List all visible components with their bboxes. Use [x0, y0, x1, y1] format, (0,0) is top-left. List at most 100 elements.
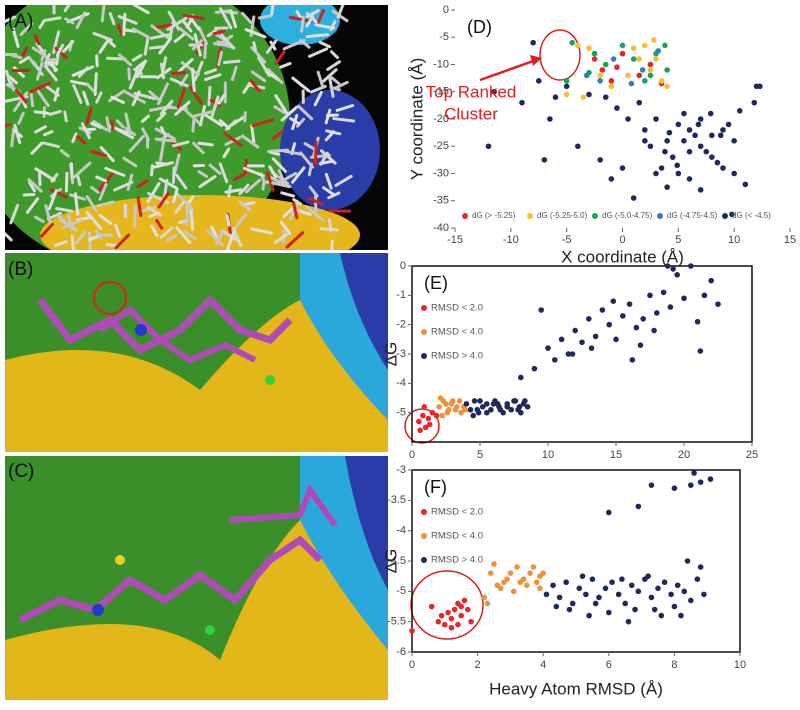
legend-label: dG (-5.25-5.0)	[537, 211, 588, 220]
data-point	[636, 100, 642, 106]
data-point	[625, 73, 631, 79]
data-point	[462, 598, 468, 604]
ligand-stick	[307, 35, 327, 37]
ligand-stick	[254, 43, 256, 51]
data-point	[449, 616, 455, 622]
ligand-stick	[192, 69, 194, 91]
data-point	[708, 476, 714, 482]
data-point	[636, 504, 642, 510]
data-point	[620, 51, 626, 57]
data-point	[648, 73, 654, 79]
ligand-stick	[150, 47, 162, 48]
data-point	[518, 375, 524, 381]
data-point	[590, 576, 596, 582]
data-point	[420, 413, 426, 419]
data-point	[550, 582, 556, 588]
data-point	[583, 592, 589, 598]
ligand-stick	[272, 0, 274, 14]
ligand-stick	[245, 160, 246, 173]
legend-label: RMSD > 4.0	[431, 351, 483, 362]
data-point	[559, 337, 565, 343]
ligand-stick	[205, 42, 206, 58]
ligand-stick	[152, 166, 153, 175]
ligand-stick	[107, 245, 115, 246]
data-point	[662, 43, 668, 49]
data-point	[642, 78, 648, 84]
x-tick-label: -15	[447, 234, 463, 246]
data-point	[688, 482, 694, 488]
data-point	[731, 171, 737, 177]
legend-swatch	[421, 305, 427, 311]
data-point	[552, 357, 558, 363]
ligand-stick	[209, 87, 210, 104]
annotation: Top Ranked	[426, 82, 517, 101]
data-point	[563, 579, 569, 585]
data-point	[708, 111, 714, 117]
data-point	[606, 610, 612, 616]
data-point	[681, 138, 687, 144]
data-point	[536, 78, 542, 84]
y-tick-label: -6	[396, 646, 406, 658]
data-point	[495, 401, 501, 407]
legend-label: RMSD > 4.0	[431, 555, 483, 566]
data-point	[421, 404, 427, 410]
panel-label: (D)	[467, 17, 492, 37]
data-point	[597, 78, 603, 84]
data-point	[674, 163, 680, 169]
data-point	[665, 263, 671, 269]
legend-swatch	[421, 533, 427, 539]
data-point	[427, 422, 433, 428]
y-tick-label: -2	[396, 319, 406, 331]
y-tick-label: -35	[433, 195, 449, 207]
x-tick-label: 2	[475, 659, 481, 671]
ligand-stick	[332, 241, 333, 250]
y-axis-title: ΔG	[381, 342, 400, 367]
data-point	[522, 398, 528, 404]
data-point	[579, 339, 585, 345]
data-point	[692, 133, 698, 139]
y-tick-label: 0	[400, 260, 406, 272]
data-point	[638, 342, 644, 348]
data-point	[452, 607, 458, 613]
data-point	[449, 625, 455, 631]
data-point	[592, 56, 598, 62]
data-point	[636, 56, 642, 62]
data-point	[531, 564, 537, 570]
data-point	[670, 266, 676, 272]
ligand-stick	[252, 126, 254, 143]
data-point	[484, 410, 490, 416]
data-point	[580, 573, 586, 579]
data-point	[731, 138, 737, 144]
data-point	[575, 143, 581, 149]
x-tick-label: 15	[784, 234, 796, 246]
data-point	[484, 401, 490, 407]
data-point	[436, 404, 442, 410]
data-point	[537, 586, 543, 592]
data-point	[662, 149, 668, 155]
data-point	[688, 263, 694, 269]
data-point	[661, 290, 667, 296]
ligand-stick	[245, 113, 246, 121]
ligand-stick	[2, 124, 10, 126]
data-point	[488, 570, 494, 576]
panel-label: (E)	[424, 273, 448, 293]
legend-label: dG (< -4.5)	[732, 211, 771, 220]
data-point	[603, 94, 609, 100]
data-point	[530, 40, 536, 46]
ligand-stick	[263, 181, 264, 189]
data-point	[596, 595, 602, 601]
data-point	[609, 579, 615, 585]
data-point	[592, 51, 598, 57]
data-point	[524, 582, 530, 588]
ligand-stick	[227, 215, 229, 225]
data-point	[664, 138, 670, 144]
data-point	[455, 622, 461, 628]
x-tick-label: 0	[409, 449, 415, 461]
data-point	[674, 272, 680, 278]
x-tick-label: 10	[728, 234, 740, 246]
x-tick-label: 25	[746, 449, 758, 461]
y-tick-label: -10	[433, 58, 449, 70]
data-point	[446, 407, 452, 413]
data-point	[640, 316, 646, 322]
data-point	[708, 278, 714, 284]
